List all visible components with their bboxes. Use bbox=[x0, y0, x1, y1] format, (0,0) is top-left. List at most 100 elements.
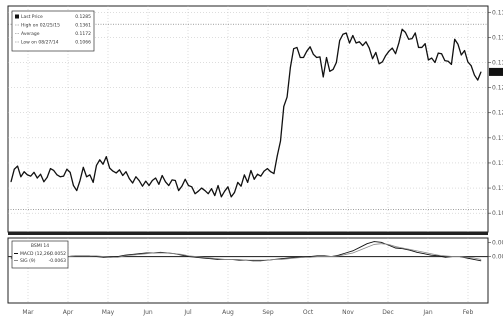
price-point bbox=[326, 57, 327, 58]
price-point bbox=[142, 185, 143, 187]
price-point bbox=[375, 52, 377, 53]
macd-point bbox=[373, 241, 375, 242]
price-point bbox=[418, 46, 420, 48]
price-point bbox=[464, 50, 466, 52]
x-tick-label: Jan bbox=[422, 309, 432, 316]
price-point bbox=[49, 168, 51, 170]
price-point bbox=[99, 159, 101, 161]
price-point bbox=[33, 171, 35, 173]
legend-label: Low on 08/27/14 bbox=[21, 40, 59, 46]
signal-point bbox=[153, 252, 154, 254]
macd-point bbox=[146, 252, 147, 254]
price-point bbox=[178, 190, 180, 192]
signal-point bbox=[416, 250, 418, 252]
price-point bbox=[227, 186, 229, 188]
price-point bbox=[197, 190, 199, 192]
price-point bbox=[214, 195, 216, 197]
y-tick-label: 0.000 bbox=[492, 254, 503, 261]
price-point bbox=[145, 180, 147, 182]
price-legend: Last Price 0.1285 High on 02/25/15 0.1361 Av… bbox=[11, 10, 95, 52]
price-point bbox=[86, 176, 88, 178]
price-legend-box bbox=[11, 10, 95, 52]
signal-point bbox=[288, 258, 290, 260]
macd-point bbox=[480, 260, 482, 262]
signal-point bbox=[409, 249, 411, 250]
y-tick-label: 0.122 bbox=[492, 110, 503, 117]
price-point bbox=[148, 185, 150, 186]
price-point bbox=[138, 180, 140, 181]
signal-point bbox=[345, 254, 346, 255]
price-point bbox=[273, 173, 275, 175]
price-point bbox=[234, 192, 235, 193]
price-point bbox=[109, 167, 111, 169]
price-point bbox=[211, 188, 212, 190]
signal-point bbox=[124, 255, 126, 257]
price-point bbox=[266, 168, 268, 170]
x-tick-label: Dec bbox=[382, 309, 394, 316]
price-point bbox=[132, 182, 134, 184]
x-tick-label: Feb bbox=[463, 309, 474, 316]
legend-swatch-last-price bbox=[15, 14, 19, 19]
price-line bbox=[10, 28, 482, 198]
signal-point bbox=[167, 252, 168, 254]
macd-point bbox=[210, 258, 211, 260]
price-point bbox=[322, 76, 324, 78]
price-point bbox=[115, 172, 117, 174]
price-point bbox=[296, 46, 298, 48]
price-point bbox=[135, 176, 137, 178]
signal-point bbox=[473, 257, 475, 259]
price-point bbox=[368, 47, 370, 49]
macd-legend-label: MACD (12,26) bbox=[20, 251, 52, 257]
signal-point bbox=[466, 256, 468, 258]
signal-point bbox=[160, 252, 161, 254]
price-point bbox=[201, 187, 203, 189]
price-point bbox=[421, 46, 423, 48]
price-point bbox=[293, 48, 295, 50]
price-point bbox=[441, 53, 443, 55]
price-point bbox=[388, 50, 390, 52]
x-tick-label: May bbox=[102, 309, 115, 316]
signal-point bbox=[423, 251, 425, 253]
macd-point bbox=[295, 256, 297, 258]
price-point bbox=[391, 47, 393, 49]
price-point bbox=[247, 181, 249, 183]
price-point bbox=[122, 175, 124, 176]
price-point bbox=[434, 62, 436, 63]
y-tick-label: 0.114 bbox=[492, 160, 503, 167]
macd-point bbox=[138, 253, 140, 255]
price-point bbox=[207, 193, 209, 195]
signal-point bbox=[388, 244, 389, 245]
signal-point bbox=[459, 256, 460, 257]
price-point bbox=[105, 156, 107, 158]
macd-panel-frame bbox=[7, 237, 489, 304]
price-point bbox=[53, 170, 55, 171]
price-point bbox=[319, 56, 321, 58]
price-point bbox=[427, 59, 429, 61]
signal-point bbox=[430, 253, 432, 255]
price-point bbox=[17, 165, 19, 167]
macd-point bbox=[352, 250, 354, 252]
x-tick-label: Mar bbox=[22, 309, 34, 316]
signal-point bbox=[231, 259, 233, 260]
price-point bbox=[72, 185, 74, 186]
macd-point bbox=[324, 255, 325, 257]
macd-point bbox=[117, 256, 119, 257]
macd-point bbox=[473, 259, 475, 260]
y-tick-label: 0.002 bbox=[492, 239, 503, 246]
macd-legend-value: -0.0052 bbox=[49, 251, 67, 257]
price-point bbox=[395, 53, 396, 55]
price-point bbox=[69, 171, 71, 173]
macd-point bbox=[359, 246, 361, 248]
price-point bbox=[184, 178, 186, 180]
signal-point bbox=[445, 255, 446, 257]
signal-point bbox=[267, 259, 268, 261]
price-point bbox=[128, 178, 130, 180]
price-point bbox=[316, 57, 318, 58]
price-point bbox=[457, 43, 459, 45]
macd-point bbox=[202, 257, 204, 259]
price-point bbox=[220, 196, 222, 198]
price-point bbox=[194, 193, 196, 195]
price-point bbox=[40, 173, 42, 175]
macd-point bbox=[381, 241, 382, 243]
price-point bbox=[332, 68, 334, 70]
